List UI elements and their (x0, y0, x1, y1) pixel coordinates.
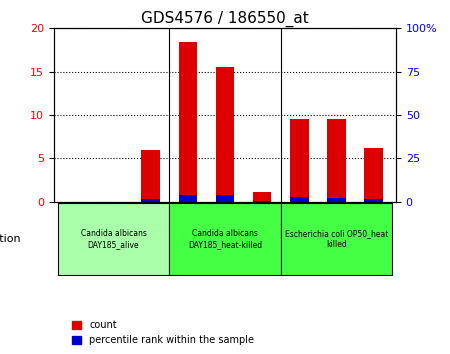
Bar (179, 42, 197, 202)
FancyBboxPatch shape (58, 203, 169, 275)
Bar (327, 119, 346, 202)
Text: Candida albicans
DAY185_heat-killed: Candida albicans DAY185_heat-killed (188, 229, 262, 249)
Bar (327, 198, 346, 202)
Bar (179, 195, 197, 202)
Bar (364, 199, 383, 202)
Bar (290, 198, 309, 202)
Bar (216, 67, 234, 202)
Legend: count, percentile rank within the sample: count, percentile rank within the sample (68, 316, 258, 349)
Bar (141, 199, 160, 202)
Text: infection: infection (0, 234, 21, 244)
FancyBboxPatch shape (169, 203, 281, 275)
FancyBboxPatch shape (281, 203, 392, 275)
Bar (364, 148, 383, 202)
Bar (253, 192, 271, 202)
Bar (141, 150, 160, 202)
Bar (253, 201, 271, 202)
Title: GDS4576 / 186550_at: GDS4576 / 186550_at (141, 11, 309, 27)
Text: Candida albicans
DAY185_alive: Candida albicans DAY185_alive (81, 229, 146, 249)
Text: Escherichia coli OP50_heat
killed: Escherichia coli OP50_heat killed (285, 229, 388, 249)
Bar (290, 119, 309, 202)
Bar (216, 195, 234, 202)
